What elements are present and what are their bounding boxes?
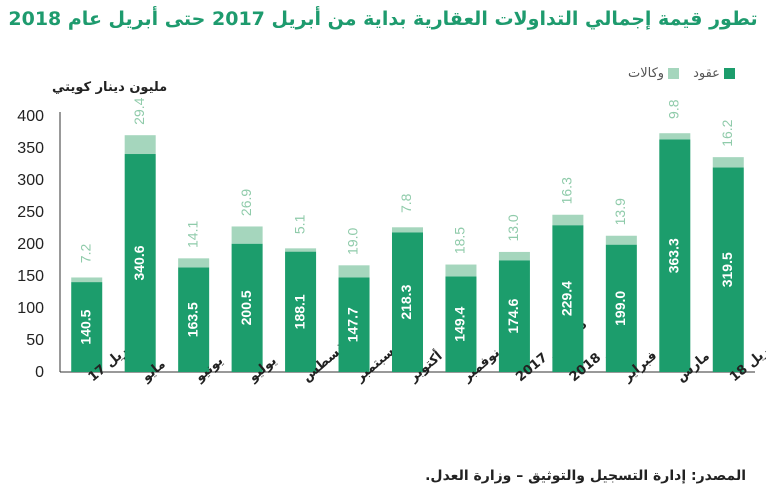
y-tick-label: 250: [17, 204, 44, 221]
data-label-contracts: 363.3: [666, 238, 682, 273]
bar-contracts: [712, 167, 744, 372]
bar-contracts: [71, 282, 103, 372]
data-label-agencies: 16.3: [559, 177, 575, 204]
bar-agencies: [659, 133, 691, 140]
data-label-agencies: 5.1: [291, 214, 307, 234]
bar-agencies: [552, 214, 584, 226]
data-label-contracts: 229.4: [559, 281, 575, 316]
bar-contracts: [605, 244, 637, 372]
bar-agencies: [71, 277, 103, 283]
data-label-contracts: 218.3: [398, 284, 414, 319]
y-tick-label: 0: [35, 364, 44, 381]
bar-contracts: [391, 232, 424, 372]
y-tick-label: 400: [17, 108, 44, 125]
data-label-contracts: 200.5: [238, 290, 254, 325]
data-label-agencies: 19.0: [345, 227, 361, 254]
bar-agencies: [124, 135, 156, 155]
data-label-agencies: 29.4: [131, 97, 147, 124]
bar-agencies: [178, 258, 210, 268]
bar-contracts: [552, 225, 584, 372]
data-label-contracts: 340.6: [131, 245, 147, 280]
legend-swatch-agencies: [668, 68, 680, 79]
legend-label-agencies: وكالات: [628, 66, 665, 81]
data-label-contracts: 149.4: [452, 306, 468, 341]
legend-item-contracts: عقود: [693, 66, 735, 81]
source-note: المصدر: إدارة التسجيل والتوثيق – وزارة ا…: [425, 468, 746, 484]
bar-contracts: [178, 267, 210, 372]
data-label-agencies: 13.0: [505, 214, 521, 241]
data-label-agencies: 26.9: [238, 189, 254, 216]
data-label-agencies: 7.8: [398, 193, 414, 213]
data-label-agencies: 9.8: [666, 99, 682, 119]
legend-label-contracts: عقود: [693, 66, 720, 81]
y-tick-label: 200: [17, 236, 44, 253]
bar-contracts: [124, 154, 156, 372]
data-label-contracts: 147.7: [345, 307, 361, 342]
y-tick-label: 100: [17, 300, 44, 317]
data-label-contracts: 163.5: [184, 302, 200, 337]
y-tick-label: 350: [17, 140, 44, 157]
chart-title: تطور قيمة إجمالي التداولات العقارية بداي…: [8, 8, 758, 30]
data-label-contracts: 140.5: [77, 309, 93, 344]
bar-contracts: [231, 243, 263, 372]
bar-agencies: [231, 226, 263, 244]
bar-agencies: [712, 157, 744, 168]
legend-swatch-contracts: [723, 68, 735, 79]
data-label-agencies: 18.5: [452, 227, 468, 254]
data-label-agencies: 14.1: [184, 220, 200, 247]
data-label-agencies: 7.2: [77, 244, 93, 264]
data-label-contracts: 174.6: [505, 298, 521, 333]
data-label-agencies: 16.2: [719, 119, 735, 146]
data-label-contracts: 199.0: [612, 291, 628, 326]
legend: عقود وكالات: [628, 66, 735, 81]
bar-contracts: [445, 276, 477, 372]
legend-item-agencies: وكالات: [628, 66, 680, 81]
bar-agencies: [498, 251, 530, 261]
y-tick-label: 50: [26, 332, 44, 349]
data-label-agencies: 13.9: [612, 198, 628, 225]
y-axis-unit-label: مليون دينار كويتي: [52, 80, 168, 95]
bar-contracts: [659, 139, 691, 372]
y-tick-label: 300: [17, 172, 44, 189]
bar-contracts: [498, 260, 530, 372]
bar-agencies: [445, 264, 477, 277]
bar-agencies: [338, 265, 370, 278]
y-tick-label: 150: [17, 268, 44, 285]
bar-agencies: [605, 235, 637, 245]
data-label-contracts: 319.5: [719, 252, 735, 287]
bar-contracts: [338, 277, 370, 372]
bar-agencies: [285, 248, 317, 252]
bar-contracts: [285, 251, 317, 372]
bar-agencies: [391, 227, 424, 233]
data-label-contracts: 188.1: [291, 294, 307, 329]
